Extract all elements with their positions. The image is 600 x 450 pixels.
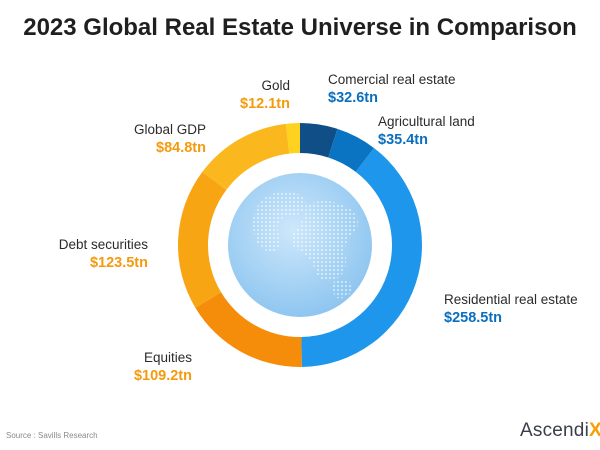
- slice-name: Global GDP: [133, 122, 206, 137]
- slice-debt-securities: [177, 171, 227, 308]
- source-note: Source : Savills Research: [6, 431, 98, 440]
- slice-value: $109.2tn: [133, 368, 192, 384]
- brand-accent: X: [589, 420, 600, 441]
- slice-value: $35.4tn: [378, 132, 428, 148]
- globe-icon: [228, 173, 372, 317]
- label-debt-securities: Debt securities $123.5tn: [59, 235, 148, 273]
- slice-value: $123.5tn: [89, 255, 148, 271]
- label-comercial-real-estate: Comercial real estate $32.6tn: [328, 70, 456, 108]
- slice-name: Residential real estate: [444, 292, 578, 307]
- slice-residential-real-estate: [301, 147, 422, 367]
- label-agricultural-land: Agricultural land $35.4tn: [378, 112, 475, 150]
- slice-value: $258.5tn: [444, 310, 503, 326]
- slice-name: Agricultural land: [378, 114, 475, 129]
- slice-agricultural-land: [328, 128, 374, 172]
- slice-name: Equities: [143, 350, 192, 365]
- slice-comercial-real-estate: [300, 123, 338, 158]
- brand-name: Ascendi: [520, 420, 589, 441]
- slice-value: $84.8tn: [156, 140, 206, 156]
- brand-logo: AscendiX: [520, 420, 600, 442]
- label-residential-real-estate: Residential real estate $258.5tn: [444, 290, 578, 328]
- label-gold: Gold $12.1tn: [240, 76, 290, 114]
- slice-value: $32.6tn: [328, 90, 378, 106]
- slice-gold: [285, 123, 300, 154]
- slice-name: Comercial real estate: [328, 72, 456, 87]
- slice-name: Debt securities: [58, 237, 148, 252]
- chart-title: 2023 Global Real Estate Universe in Comp…: [23, 14, 577, 41]
- donut-slices: [177, 123, 422, 367]
- label-global-gdp: Global GDP $84.8tn: [134, 120, 206, 158]
- label-equities: Equities $109.2tn: [134, 348, 192, 386]
- slice-equities: [195, 292, 302, 367]
- slice-global-gdp: [202, 123, 290, 190]
- slice-name: Gold: [261, 78, 290, 93]
- slice-value: $12.1tn: [240, 96, 290, 112]
